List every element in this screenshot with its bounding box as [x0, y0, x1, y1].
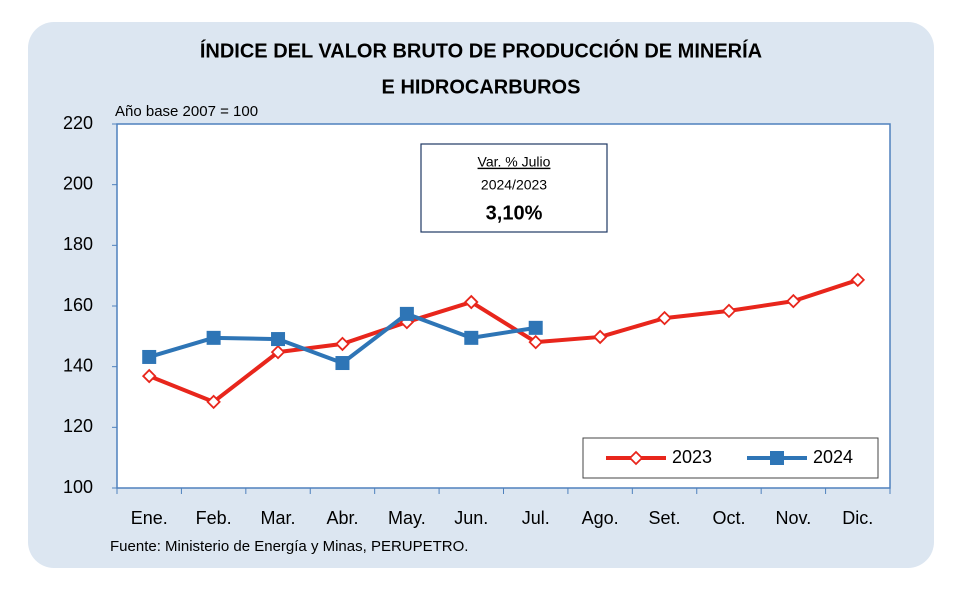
point [141, 368, 157, 384]
point [464, 294, 479, 310]
x-tick-label: Mar. [261, 508, 296, 528]
point [206, 330, 221, 345]
chart-title: E HIDROCARBUROS [382, 76, 581, 98]
point [271, 332, 286, 347]
point [657, 310, 672, 326]
x-tick-label: Jun. [454, 508, 488, 528]
point [335, 336, 350, 352]
point [335, 356, 350, 371]
x-tick-label: Abr. [326, 508, 358, 528]
point [786, 293, 801, 309]
point [528, 334, 543, 350]
annotation: 2024/2023 [481, 177, 547, 193]
legend-label: 2024 [813, 447, 853, 467]
point [142, 349, 157, 364]
x-tick-label: Nov. [776, 508, 812, 528]
y-tick-label: 140 [63, 355, 93, 375]
x-tick-label: Oct. [712, 508, 745, 528]
x-tick-label: Jul. [522, 508, 550, 528]
point [399, 306, 414, 321]
x-tick-label: Ago. [582, 508, 619, 528]
point [592, 329, 608, 345]
y-tick-label: 220 [63, 113, 93, 133]
y-tick-label: 180 [63, 234, 93, 254]
legend-marker [770, 451, 784, 465]
legend-marker [628, 450, 644, 466]
chart-title: ÍNDICE DEL VALOR BRUTO DE PRODUCCIÓN DE … [200, 38, 762, 62]
source: Fuente: Ministerio de Energía y Minas, P… [110, 538, 468, 555]
series-line [148, 278, 859, 404]
point [270, 344, 286, 360]
y-tick-label: 120 [63, 416, 93, 436]
point [528, 320, 543, 335]
y-tick-label: 100 [63, 477, 93, 497]
x-tick-label: May. [388, 508, 426, 528]
legend-label: 2023 [672, 447, 712, 467]
x-tick-label: Feb. [196, 508, 232, 528]
annotation: 3,10% [486, 202, 543, 224]
annotation-box [420, 143, 608, 233]
subtitle: Año base 2007 = 100 [115, 103, 258, 120]
x-tick-label: Dic. [842, 508, 873, 528]
point [206, 394, 221, 410]
y-tick-label: 160 [63, 295, 93, 315]
legend-box [582, 437, 879, 479]
x-tick-label: Ene. [131, 508, 168, 528]
x-tick-label: Set. [649, 508, 681, 528]
point [850, 272, 866, 288]
point [464, 330, 479, 345]
point [721, 303, 737, 319]
annotation: Var. % Julio [478, 154, 551, 170]
y-tick-label: 200 [63, 173, 93, 193]
